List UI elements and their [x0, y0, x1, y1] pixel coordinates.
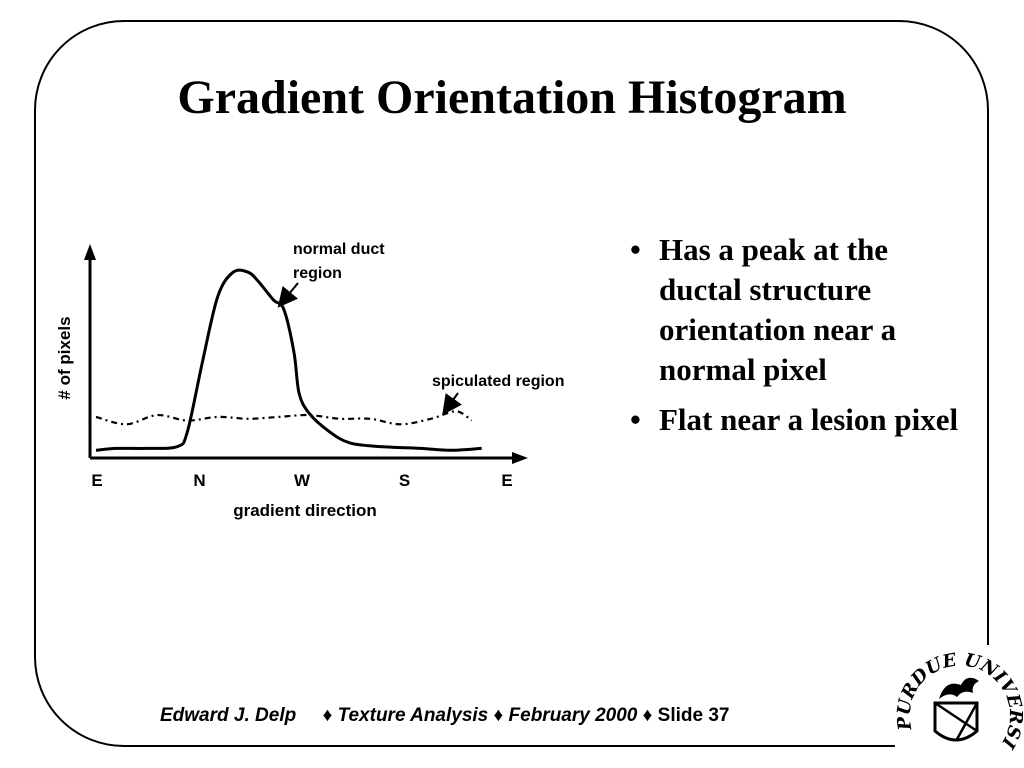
annotation-spiculated-arrow-icon [442, 392, 462, 416]
x-axis-label: gradient direction [233, 501, 377, 520]
y-axis-label: # of pixels [55, 316, 74, 399]
bullet-text: Flat near a lesion pixel [659, 402, 959, 437]
series-line-normal-duct [95, 268, 482, 452]
x-tick-label: N [193, 471, 205, 490]
x-axis-arrow-icon [512, 452, 528, 464]
annotation-spiculated: spiculated region [432, 373, 564, 390]
bullet-text: Has a peak at the ductal structure orien… [659, 232, 897, 387]
y-axis-arrow-icon [84, 244, 96, 260]
x-tick-label: E [501, 471, 512, 490]
footer-diamond-icon: ♦ [493, 705, 504, 726]
annotation-normal-duct-line2: region [293, 265, 342, 282]
purdue-seal-logo: PURDUE UNIVERSITY [895, 645, 1023, 763]
footer-author: Edward J. Delp [160, 705, 297, 726]
annotation-normal-duct-line1: normal duct [293, 241, 385, 258]
bullet-dot: • [630, 232, 641, 267]
x-tick-label: S [399, 471, 410, 490]
footer-topic: Texture Analysis [337, 705, 489, 726]
bullet-item: • Flat near a lesion pixel [630, 400, 960, 440]
footer-diamond-icon: ♦ [642, 705, 653, 726]
annotation-normal-duct-arrow-icon [277, 282, 299, 308]
bullet-list: • Has a peak at the ductal structure orie… [630, 230, 960, 450]
slide-title: Gradient Orientation Histogram [177, 71, 847, 124]
bullet-dot: • [630, 402, 641, 437]
x-tick-label: W [294, 471, 311, 490]
series-line-spiculated [95, 410, 473, 426]
chart-series [95, 268, 482, 452]
bullet-item: • Has a peak at the ductal structure orie… [630, 230, 960, 390]
slide-footer: Edward J. Delp ♦ Texture Analysis ♦ Febr… [160, 705, 729, 727]
histogram-chart: # of pixels gradient direction E N W S E nor… [55, 241, 564, 520]
footer-slide-number: Slide 37 [657, 705, 730, 726]
footer-date: February 2000 [508, 705, 638, 726]
footer-diamond-icon: ♦ [322, 705, 333, 726]
slide-frame [34, 20, 989, 747]
x-tick-label: E [91, 471, 102, 490]
